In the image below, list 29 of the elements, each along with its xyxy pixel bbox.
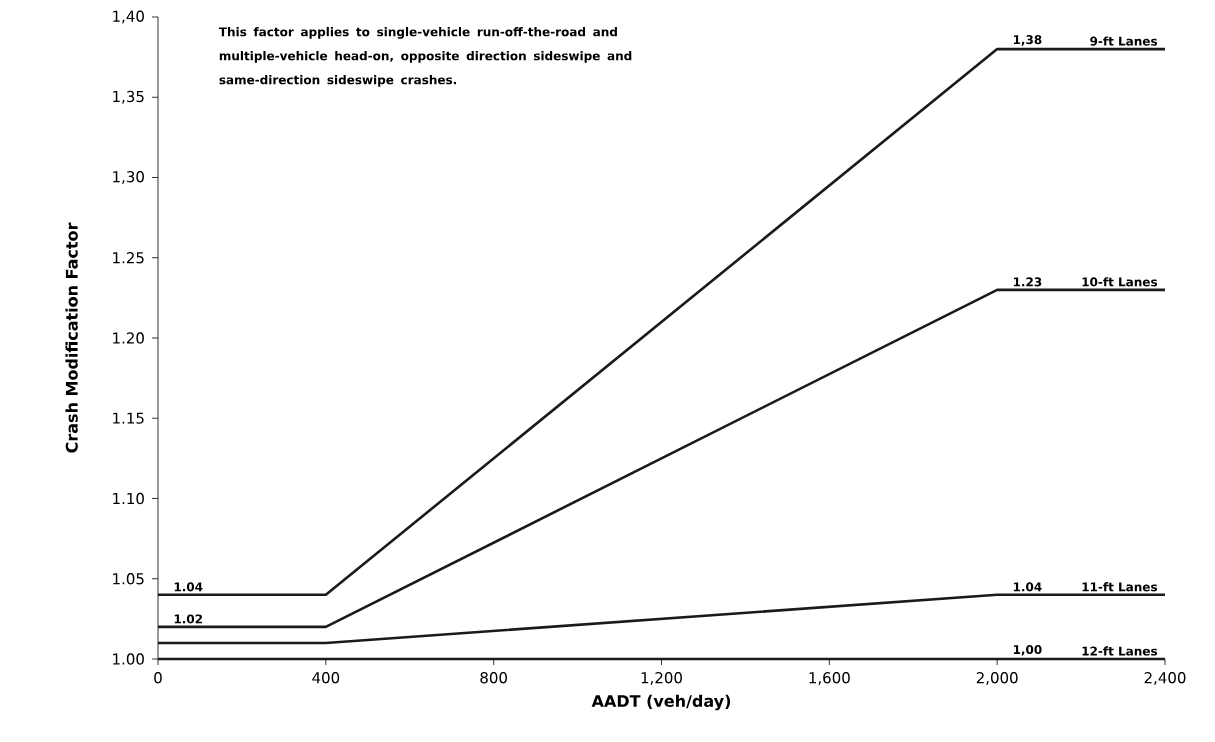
y-tick-label: 1,35	[113, 90, 144, 104]
x-tick-label: 1,600	[809, 672, 850, 685]
data-label: 1.23	[1013, 277, 1042, 287]
x-tick-label: 2,000	[976, 672, 1018, 685]
y-tick-label: 1,40	[113, 10, 144, 24]
data-label: 1,00	[1013, 644, 1042, 656]
y-tick-label: 1.20	[113, 332, 144, 344]
x-tick-label: 400	[312, 672, 340, 684]
y-tick-label: 1.25	[113, 252, 144, 264]
series-label: 10-ft Lanes	[1082, 277, 1158, 287]
x-tick-label: 1,200	[641, 672, 682, 685]
x-tick-label: 0	[154, 672, 162, 684]
y-tick-label: 1.05	[113, 573, 144, 585]
y-tick-label: 1.10	[113, 492, 144, 505]
x-tick-label: 800	[480, 672, 507, 684]
data-label: 1.04	[174, 582, 203, 592]
series-label: 9-ft Lanes	[1090, 36, 1158, 46]
y-tick-label: 1.00	[113, 653, 144, 665]
series-label: 12-ft Lanes	[1082, 646, 1158, 656]
data-label: 1.02	[174, 614, 202, 624]
annotation: This factor applies to single-vehicle run-off-the-road and multiple-vehicle head-on, opposite direction sideswipe and same-direction sideswipe crashes.	[218, 27, 632, 87]
x-tick-label: 2,400	[1144, 672, 1186, 685]
y-tick-label: 1,30	[113, 171, 144, 184]
data-label: 1,38	[1013, 35, 1042, 46]
y-axis-title: Crash Modification Factor	[65, 222, 78, 453]
y-tick-label: 1.15	[113, 412, 144, 424]
data-label: 1.04	[1013, 582, 1042, 592]
x-axis-title: AADT (veh/day)	[591, 694, 731, 711]
series-label: 11-ft Lanes	[1082, 582, 1158, 592]
